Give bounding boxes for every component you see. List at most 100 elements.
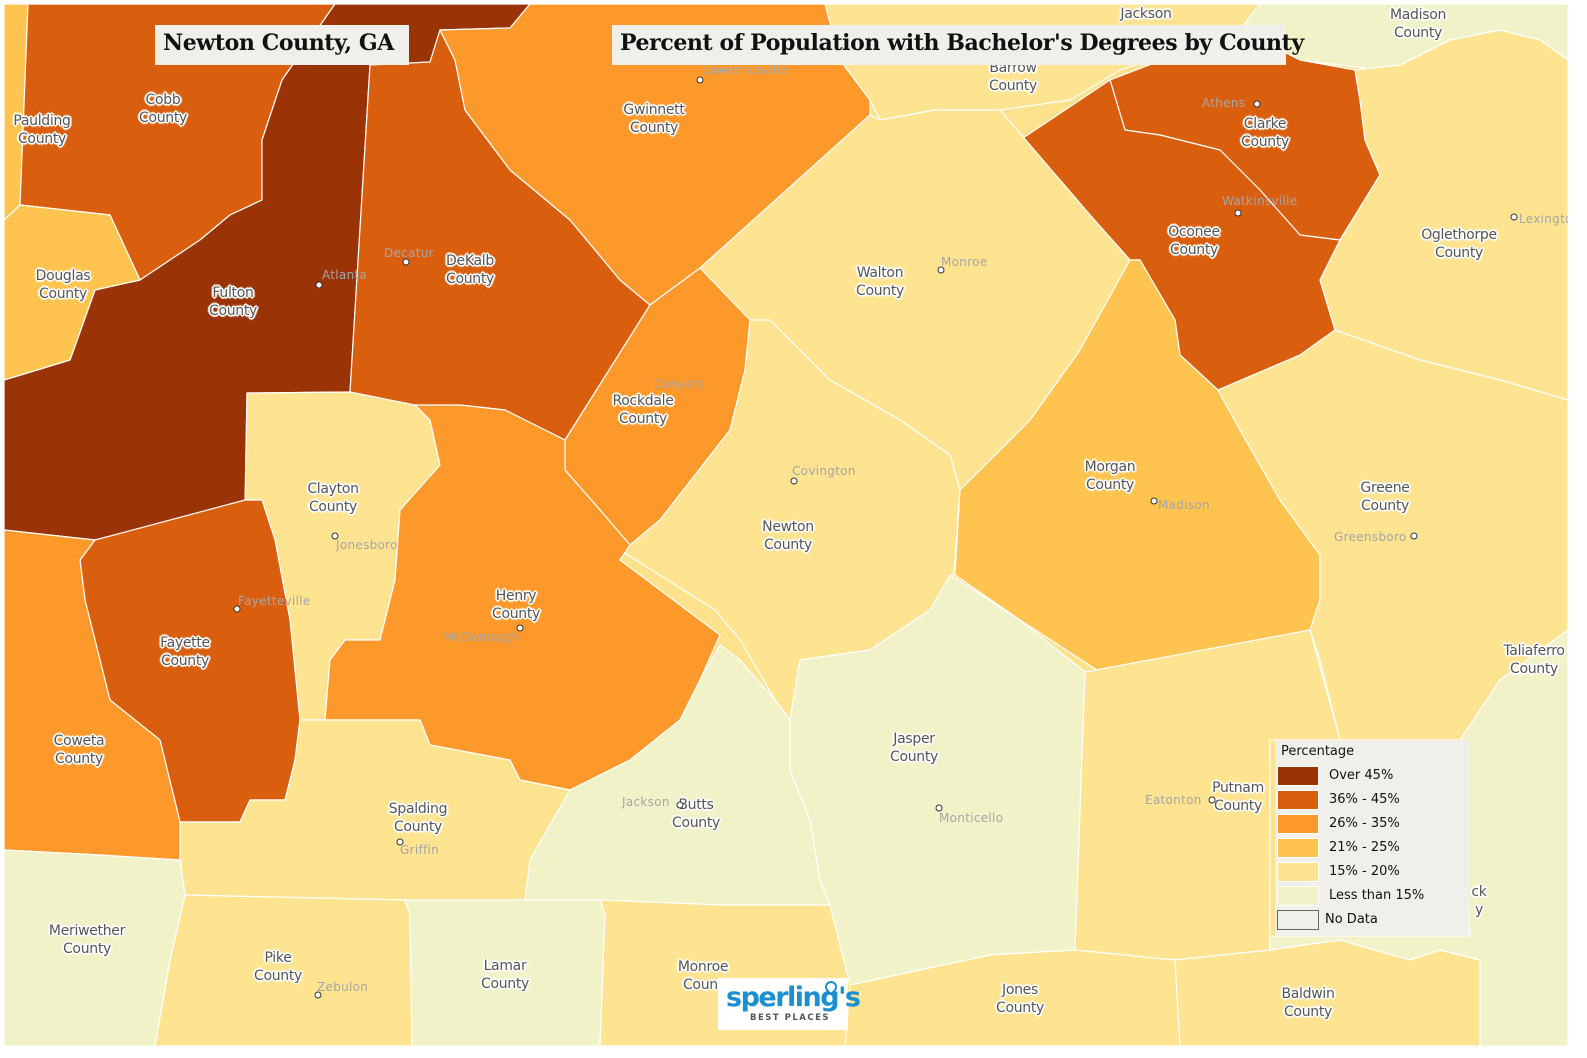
- county-label-monroe: Monroe Count: [677, 959, 729, 993]
- legend-swatch: [1277, 814, 1319, 834]
- legend-label: 15% - 20%: [1329, 864, 1400, 879]
- county-label-meriwether: Meriwether County: [48, 923, 126, 957]
- city-jonesboro: Jonesboro: [336, 538, 398, 552]
- legend-swatch: [1277, 766, 1319, 786]
- county-label-paulding: Paulding County: [13, 113, 71, 147]
- sperlings-logo[interactable]: sperling's BEST PLACES: [718, 978, 861, 1030]
- city-marker: [1253, 100, 1261, 108]
- county-label-clayton: Clayton County: [307, 481, 359, 515]
- county-label-butts: Butts County: [671, 797, 721, 831]
- city-marker: [1410, 532, 1418, 540]
- county-label-clarke: Clarke County: [1240, 116, 1290, 150]
- county-label-oglethorpe: Oglethorpe County: [1421, 227, 1497, 261]
- map-canvas[interactable]: Paulding County Cobb County Fulton County D…: [4, 4, 1568, 1046]
- county-label-douglas: Douglas County: [35, 268, 91, 302]
- legend-swatch: [1277, 886, 1319, 906]
- county-label-taliaferro: Taliaferro County: [1503, 643, 1565, 677]
- city-covington: Covington: [792, 464, 856, 478]
- city-marker: [1150, 497, 1158, 505]
- map-legend: Percentage Over 45% 36% - 45% 26% - 35% …: [1275, 740, 1469, 936]
- county-douglas[interactable]: [4, 204, 141, 381]
- city-marker: [314, 991, 322, 999]
- legend-title: Percentage: [1281, 744, 1355, 759]
- city-monticello: Monticello: [939, 811, 1004, 825]
- county-label-henry: Henry County: [491, 588, 541, 622]
- legend-label: 26% - 35%: [1329, 816, 1400, 831]
- city-fayetteville: Fayetteville: [238, 594, 311, 608]
- county-label-cobb: Cobb County: [138, 92, 188, 126]
- county-label-pike: Pike County: [253, 950, 303, 984]
- legend-swatch: [1277, 862, 1319, 882]
- county-label-coweta: Coweta County: [53, 733, 105, 767]
- county-label-morgan: Morgan County: [1084, 459, 1136, 493]
- legend-item-21-25: 21% - 25%: [1277, 838, 1467, 860]
- legend-item-26-35: 26% - 35%: [1277, 814, 1467, 836]
- city-jackson: Jackson: [622, 795, 670, 809]
- legend-swatch: [1277, 910, 1319, 930]
- city-griffin: Griffin: [400, 843, 440, 857]
- logo-brand: sperling's: [726, 982, 861, 1013]
- legend-swatch: [1277, 838, 1319, 858]
- city-monroe: Monroe: [941, 255, 988, 269]
- city-lawrenceville: Lawrenceville: [702, 63, 788, 77]
- city-greensboro: Greensboro: [1334, 530, 1407, 544]
- city-marker: [233, 605, 241, 613]
- county-label-lamar: Lamar County: [480, 958, 530, 992]
- city-marker: [1510, 213, 1518, 221]
- county-label-madison: Madison County: [1389, 7, 1447, 41]
- county-label-greene: Greene County: [1360, 480, 1410, 514]
- city-mcdonough: McDonough: [444, 630, 519, 644]
- county-label-putnam: Putnam County: [1212, 780, 1264, 814]
- city-marker: [1208, 796, 1216, 804]
- legend-label: Less than 15%: [1329, 888, 1425, 903]
- county-label-hancock: ck y: [1471, 884, 1487, 918]
- city-marker: [402, 258, 410, 266]
- county-label-baldwin: Baldwin County: [1281, 986, 1335, 1020]
- city-conyers: Conyers: [654, 377, 706, 391]
- county-label-fayette: Fayette County: [160, 635, 210, 669]
- county-label-newton: Newton County: [762, 519, 814, 553]
- city-marker: [396, 838, 404, 846]
- city-madison-city: Madison: [1158, 498, 1210, 512]
- city-athens: Athens: [1202, 96, 1246, 110]
- city-watkinsville: Watkinsville: [1222, 194, 1298, 208]
- city-marker: [331, 532, 339, 540]
- county-label-spalding: Spalding County: [388, 801, 448, 835]
- city-marker: [937, 266, 945, 274]
- city-marker: [790, 477, 798, 485]
- city-zebulon: Zebulon: [317, 980, 369, 994]
- city-lexington: Lexington: [1519, 212, 1568, 226]
- county-label-walton: Walton County: [855, 265, 905, 299]
- city-marker: [935, 804, 943, 812]
- county-map: [4, 4, 1568, 1046]
- legend-label: Over 45%: [1329, 768, 1394, 783]
- county-label-fulton: Fulton County: [208, 285, 258, 319]
- county-label-gwinnett: Gwinnett County: [623, 102, 685, 136]
- county-label-jones: Jones County: [995, 982, 1045, 1016]
- county-title: Newton County, GA: [155, 25, 409, 65]
- legend-item-15-20: 15% - 20%: [1277, 862, 1467, 884]
- legend-item-less-15: Less than 15%: [1277, 886, 1467, 908]
- legend-label: 21% - 25%: [1329, 840, 1400, 855]
- legend-swatch: [1277, 790, 1319, 810]
- county-baldwin[interactable]: [1174, 939, 1481, 1046]
- legend-label: No Data: [1325, 912, 1378, 927]
- city-eatonton: Eatonton: [1145, 793, 1202, 807]
- legend-item-over-45: Over 45%: [1277, 766, 1467, 788]
- legend-item-no-data: No Data: [1277, 910, 1467, 932]
- city-marker: [676, 801, 684, 809]
- map-title: Percent of Population with Bachelor's De…: [612, 25, 1304, 65]
- city-decatur: Decatur: [384, 246, 434, 260]
- city-marker: [1234, 209, 1242, 217]
- city-marker: [516, 624, 524, 632]
- city-marker: [315, 281, 323, 289]
- city-marker: [696, 76, 704, 84]
- county-label-oconee: Oconee County: [1168, 224, 1220, 258]
- county-label-rockdale: Rockdale County: [612, 393, 674, 427]
- county-label-jasper: Jasper County: [889, 731, 939, 765]
- legend-label: 36% - 45%: [1329, 792, 1400, 807]
- county-label-dekalb: DeKalb County: [445, 253, 495, 287]
- logo-tagline: BEST PLACES: [750, 1013, 831, 1023]
- county-label-jackson: Jackson: [1120, 6, 1172, 22]
- legend-item-36-45: 36% - 45%: [1277, 790, 1467, 812]
